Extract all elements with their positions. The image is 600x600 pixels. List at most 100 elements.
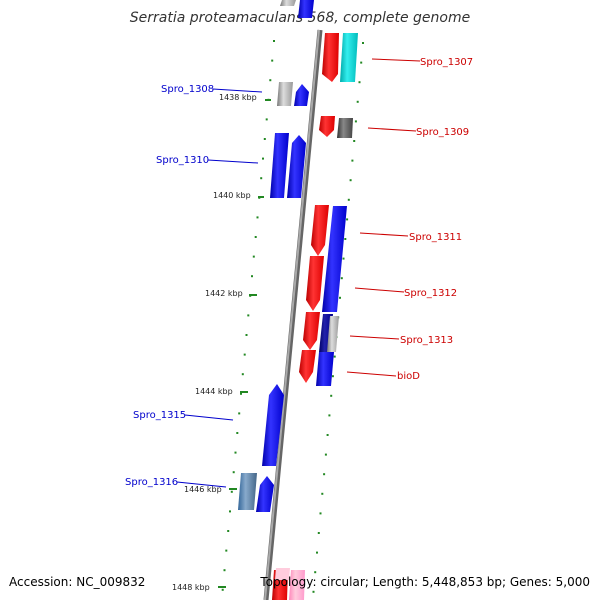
gene-spro-1315[interactable] [262,384,284,466]
outer-ring-tick [319,512,322,515]
genome-backbone-highlight [264,29,320,600]
gene-spro-1313-gray[interactable] [327,316,339,352]
outer-ring-tick [321,492,324,495]
outer-ring-tick [340,277,343,280]
inner-ring-tick [227,530,230,532]
inner-ring-tick [229,510,231,513]
inner-ring-tick [252,255,255,258]
kbp-label-1440: 1440 kbp [213,191,251,200]
outer-ring-tick [331,375,334,378]
outer-ring-tick [330,394,333,397]
inner-ring-tick [273,40,275,42]
inner-ring-tick [234,451,237,454]
gene-spro-1308[interactable] [294,84,309,106]
gene-bottom-pink-fragment[interactable] [289,570,305,600]
inner-ring-tick [230,490,233,493]
outer-ring-tick [333,355,336,358]
outer-ring-tick [356,100,359,103]
outer-ring-tick [344,238,347,240]
gene-labels: Spro_1308 Spro_1310 Spro_1315 Spro_1316 … [125,57,473,488]
accession-text: Accession: NC_009832 [9,575,146,589]
inner-ring-tick [265,118,268,121]
inner-ring-tick [251,275,253,278]
outer-ring-tick [324,453,327,456]
inner-ring-tick [260,177,263,180]
inner-ring-tick [240,392,242,395]
kbp-label-1446: 1446 kbp [184,485,222,494]
gene-spro-1309[interactable] [319,116,335,137]
outer-ring-tick [314,571,317,574]
inner-ring-tick [271,59,274,62]
gene-top-gray-fragment[interactable] [280,0,296,6]
label-spro-1308[interactable]: Spro_1308 [161,84,214,95]
gene-spro-1307-cyan[interactable] [340,33,358,82]
gene-biod-red[interactable] [299,350,316,383]
inner-ring-tick [269,79,272,82]
inner-ring-tick [223,569,226,572]
reverse-strand-genes [275,33,358,600]
inner-ring-tick [254,236,257,238]
label-spro-1315[interactable]: Spro_1315 [133,410,186,421]
inner-ring-tick [225,549,228,552]
kbp-label-1438: 1438 kbp [219,93,257,102]
gene-spro-1309-gray[interactable] [337,118,353,138]
inner-ring-tick [236,432,239,434]
label-spro-1312[interactable]: Spro_1312 [404,288,457,299]
gene-spro-1307[interactable] [322,33,339,82]
outer-ring-tick [360,61,363,64]
gene-spro-1313[interactable] [303,312,320,350]
outer-ring-tick [349,179,352,182]
outer-ring-tick [353,140,356,142]
label-biod[interactable]: bioD [397,371,420,382]
label-spro-1307[interactable]: Spro_1307 [420,57,473,68]
label-spro-1309[interactable]: Spro_1309 [416,127,469,138]
outer-ring-tick [354,120,357,123]
outer-ring-tick [362,42,364,44]
ruler-ticks [221,40,364,593]
inner-ring-tick [238,412,241,415]
inner-ring-tick [245,334,248,336]
gene-spro-1312[interactable] [306,256,324,311]
kbp-label-1442: 1442 kbp [205,289,243,298]
outer-ring-tick [326,434,329,436]
outer-ring-tick [342,257,345,260]
gene-spro-1310-a[interactable] [270,133,289,198]
inner-ring-tick [256,216,259,219]
inner-ring-tick [241,373,244,376]
inner-ring-tick [262,157,264,160]
outer-ring-tick [323,473,326,476]
label-spro-1316[interactable]: Spro_1316 [125,477,178,488]
outer-ring-tick [316,551,318,554]
inner-ring-tick [243,353,246,356]
outer-ring-tick [328,414,331,417]
inner-ring-tick [221,588,224,591]
label-spro-1310[interactable]: Spro_1310 [156,155,209,166]
gene-spro-1312-blue[interactable] [322,206,347,312]
kbp-label-1444: 1444 kbp [195,387,233,396]
inner-ring-tick [232,471,235,474]
gene-bottom-light-fragment[interactable] [275,568,290,580]
gene-spro-1308-gray[interactable] [277,82,293,106]
label-leaders [176,58,421,488]
inner-ring-tick [263,138,266,140]
gene-biod[interactable] [316,352,334,386]
outer-ring-tick [358,81,361,84]
topology-text: Topology: circular; Length: 5,448,853 bp… [260,575,590,589]
gene-spro-1311[interactable] [311,205,329,256]
inner-ring-tick [247,314,250,317]
outer-ring-tick [347,198,350,201]
label-spro-1313[interactable]: Spro_1313 [400,335,453,346]
gene-top-fragment[interactable] [298,0,314,18]
gene-spro-1316[interactable] [256,476,274,512]
label-spro-1311[interactable]: Spro_1311 [409,232,462,243]
kbp-scale: 1438 kbp 1440 kbp 1442 kbp 1444 kbp 1446… [172,93,271,592]
outer-ring-tick [351,159,354,162]
outer-ring-tick [312,590,315,593]
gene-spro-1310-b[interactable] [287,135,306,198]
outer-ring-tick [346,218,349,221]
gene-spro-1316-steel[interactable] [238,473,257,510]
kbp-label-1448: 1448 kbp [172,583,210,592]
outer-ring-tick [317,532,320,534]
outer-ring-tick [339,296,341,299]
